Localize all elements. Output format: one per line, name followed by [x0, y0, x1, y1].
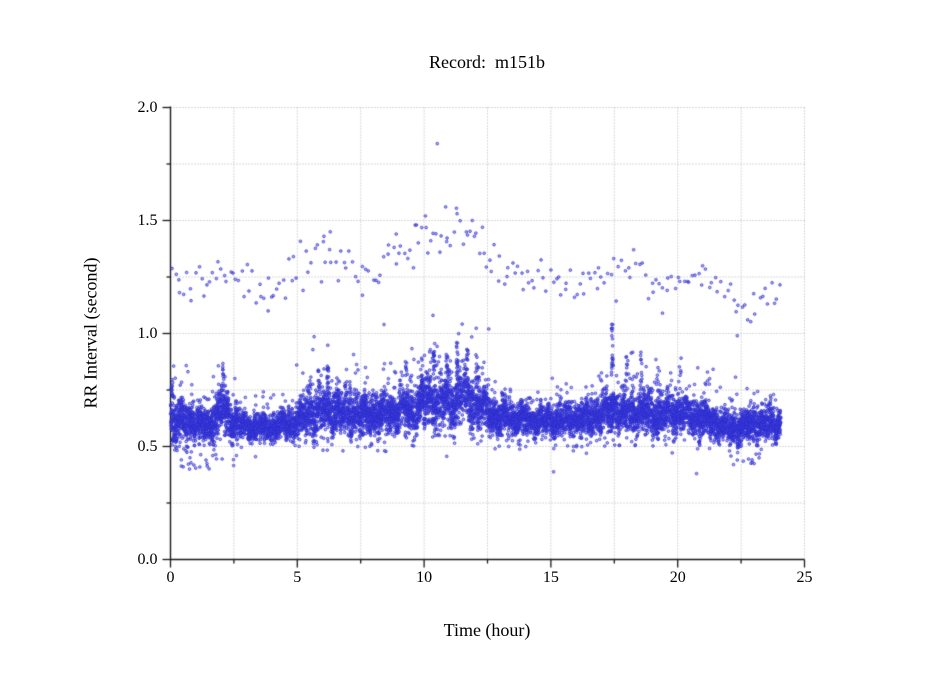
x-tick-label: 25	[796, 568, 813, 586]
x-tick-label: 20	[669, 568, 686, 586]
y-tick-label: 1.5	[137, 211, 158, 229]
y-tick-label: 2.0	[137, 98, 158, 116]
y-axis-label: RR Interval (second)	[80, 257, 101, 409]
y-tick-label: 0.0	[137, 550, 158, 568]
y-tick-label: 0.5	[137, 437, 158, 455]
x-tick-label: 0	[166, 568, 175, 586]
x-tick-label: 10	[416, 568, 433, 586]
x-tick-label: 15	[542, 568, 559, 586]
x-axis-label: Time (hour)	[443, 620, 531, 640]
y-tick-label: 1.0	[137, 324, 158, 342]
chart-title: Record: m151b	[429, 52, 545, 72]
x-tick-label: 5	[293, 568, 302, 586]
